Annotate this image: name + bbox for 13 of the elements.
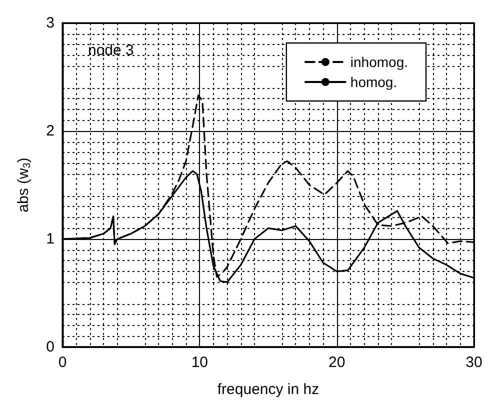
legend-label: homog. — [350, 74, 398, 90]
y-tick-label: 1 — [46, 230, 54, 248]
x-tick-label: 30 — [466, 354, 482, 371]
x-tick-label: 10 — [191, 354, 208, 371]
annotation: node 3 — [88, 42, 134, 59]
y-tick-label: 2 — [46, 122, 54, 140]
y-tick-label: 0 — [46, 338, 54, 356]
y-axis-title: abs (w3) — [15, 158, 33, 212]
x-tick-label: 0 — [58, 354, 67, 371]
y-tick-label: 3 — [46, 14, 54, 32]
legend-label: inhomog. — [350, 54, 408, 70]
x-axis-title: frequency in hz — [217, 381, 320, 398]
x-tick-label: 20 — [328, 354, 346, 371]
